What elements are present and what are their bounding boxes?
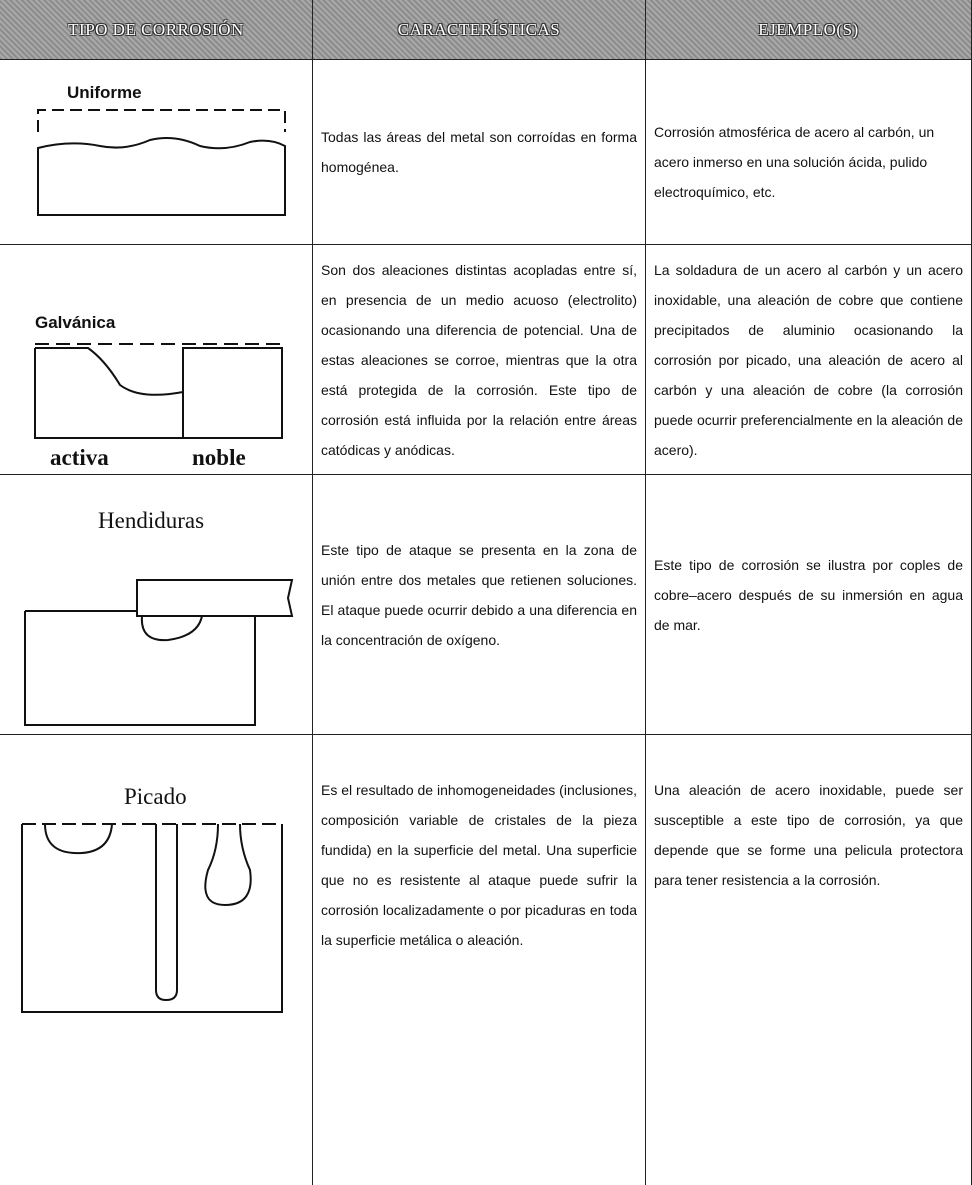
figure-label: Hendiduras <box>98 508 204 533</box>
examples-cell: Corrosión atmosférica de acero al carbón… <box>646 60 972 245</box>
header-cell: EJEMPLO(S) <box>646 0 972 60</box>
metal-blocks <box>34 347 283 439</box>
examples-cell: Este tipo de corrosión se ilustra por co… <box>646 475 972 735</box>
characteristics-cell: Este tipo de ataque se presenta en la zo… <box>313 475 646 735</box>
base-plate <box>24 610 256 726</box>
figure-cell <box>0 60 313 245</box>
characteristics-text: Todas las áreas del metal son corroídas … <box>321 129 637 175</box>
figure-label: activa <box>50 445 109 470</box>
figure-cell <box>0 475 313 735</box>
characteristics-cell: Es el resultado de inhomogeneidades (inc… <box>313 735 646 1185</box>
characteristics-cell: Todas las áreas del metal son corroídas … <box>313 60 646 245</box>
examples-text: Una aleación de acero inoxidable, puede … <box>654 782 963 888</box>
metal-block <box>21 824 283 1013</box>
pit <box>204 823 252 907</box>
figure-label: Picado <box>124 784 187 809</box>
examples-cell: Una aleación de acero inoxidable, puede … <box>646 735 972 1185</box>
figure-label: Galvánica <box>35 313 116 332</box>
metal-block <box>37 137 286 216</box>
pit <box>44 823 113 855</box>
examples-text: Corrosión atmosférica de acero al carbón… <box>654 124 935 200</box>
header-cell: TIPO DE CORROSIÓN <box>0 0 313 60</box>
crevice <box>140 615 203 642</box>
examples-text: Este tipo de corrosión se ilustra por co… <box>654 556 963 633</box>
characteristics-text: Son dos aleaciones distintas acopladas e… <box>321 261 637 458</box>
figure-cell <box>0 245 313 475</box>
examples-text: La soldadura de un acero al carbón y un … <box>654 261 963 458</box>
figures: Uniforme Galvánica activa noble Hendidur… <box>21 83 294 1013</box>
top-plate <box>136 579 294 617</box>
header-cell: CARACTERÍSTICAS <box>313 0 646 60</box>
figure-label: Uniforme <box>67 83 142 102</box>
examples-cell: La soldadura de un acero al carbón y un … <box>646 245 972 475</box>
characteristics-text: Es el resultado de inhomogeneidades (inc… <box>321 782 637 948</box>
original-surface <box>37 109 286 132</box>
figure-label: noble <box>192 445 246 470</box>
figure-cell <box>0 735 313 1185</box>
characteristics-text: Este tipo de ataque se presenta en la zo… <box>321 541 637 648</box>
pit <box>155 824 178 1002</box>
characteristics-cell: Son dos aleaciones distintas acopladas e… <box>313 245 646 475</box>
